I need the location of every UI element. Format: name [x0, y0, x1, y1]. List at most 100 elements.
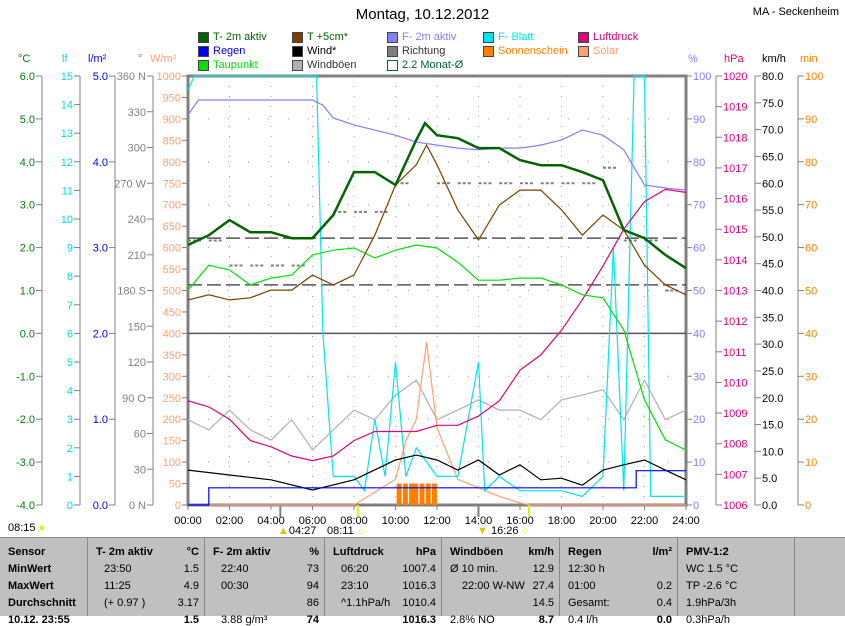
axis-unit-lf: lf — [62, 53, 68, 65]
legend-item: Regen — [198, 45, 245, 57]
x-tick-label: 04:00 — [257, 515, 285, 527]
axis-tick-label: 40.0 — [762, 286, 783, 298]
axis-tick-label: 500 — [163, 286, 181, 298]
axis-unit-d: ° — [138, 53, 142, 65]
axis-tick-label: 90 — [805, 114, 817, 126]
axis-tick-label: 80.0 — [762, 71, 783, 83]
axis-tick-label: 1015 — [723, 224, 747, 236]
series-t-5cm- — [187, 143, 687, 301]
legend-item: T- 2m aktiv — [198, 31, 267, 43]
table-header: PMV-1:2 — [686, 546, 729, 558]
axis-tick-label: 5.0 — [93, 71, 108, 83]
summary-table: Sensor MinWert MaxWert Durchschnitt 10.12. 2… — [0, 537, 845, 626]
axis-tick-label: 10 — [693, 457, 705, 469]
table-row-label: MaxWert — [8, 580, 54, 592]
axis-tick-label: 20 — [693, 414, 705, 426]
legend-label: Wind* — [307, 45, 337, 57]
x-tick-label: 00:00 — [174, 515, 202, 527]
axis-tick-label: 65.0 — [762, 151, 783, 163]
axis-tick-label: 30 — [134, 464, 146, 476]
table-cell-value: 1016.3 — [402, 614, 436, 626]
axis-tick-label: 30.0 — [762, 339, 783, 351]
axis-tick-label: 12 — [61, 157, 73, 169]
axis-tick-label: 60.0 — [762, 178, 783, 190]
sunshine-bar — [396, 483, 402, 505]
axis-tick-label: 2 — [67, 443, 73, 455]
table-cell-value: 73 — [306, 563, 319, 575]
legend-item: 2.2 Monat-Ø — [387, 59, 463, 71]
axis-tick-label: 6.0 — [20, 71, 35, 83]
table-row-label: 10.12. 23:55 — [8, 614, 70, 626]
axis-tick-label: 2.0 — [20, 243, 35, 255]
sunshine-bar — [402, 483, 408, 505]
axis-tick-label: 1011 — [723, 347, 747, 359]
x-tick-label: 16:00 — [506, 515, 534, 527]
x-tick-label: 22:00 — [631, 515, 659, 527]
axis-tick-label: 5 — [67, 357, 73, 369]
axis-tick-label: 150 — [128, 321, 146, 333]
axis-unit-w: W/m² — [150, 53, 177, 65]
axis-tick-label: 30 — [805, 371, 817, 383]
weather-chart: °C 6.0 5.0 4.0 3.0 2.0 1.0 0.0 -1.0 -2.0 -3.0 -4.0 l… — [16, 53, 823, 527]
sun-icon: ● — [38, 522, 46, 534]
axis-tick-label: 200 — [163, 414, 181, 426]
legend-label: T- 2m aktiv — [213, 31, 267, 43]
sun-time-left: 08:15 ● — [8, 522, 45, 534]
axis-tick-label: 0 — [693, 500, 699, 512]
table-cell-value: 0.0 — [656, 614, 672, 626]
axis-tick-label: 30 — [693, 371, 705, 383]
legend-label: 2.2 Monat-Ø — [402, 59, 464, 71]
table-column — [325, 538, 442, 616]
axis-tick-label: 10.0 — [762, 446, 783, 458]
legend-label: Windböen — [307, 59, 357, 71]
axis-tick-label: -1.0 — [16, 371, 35, 383]
axis-tick-label: 1008 — [723, 439, 747, 451]
legend-swatch — [578, 31, 589, 43]
axis-tick-label: 13 — [61, 128, 73, 140]
moon-up-icon: ▲ — [278, 525, 289, 537]
sunrise-icon: ☼ — [356, 525, 367, 537]
axis-tick-label: 15 — [61, 71, 73, 83]
sunshine-bar — [409, 483, 415, 505]
legend-swatch — [483, 45, 494, 57]
axis-tick-label: 0 — [805, 500, 811, 512]
axis-tick-label: 350 — [163, 350, 181, 362]
axis-tick-label: -2.0 — [16, 414, 35, 426]
axis-tick-label: 4 — [67, 386, 73, 398]
table-header: Sensor — [8, 546, 46, 558]
axis-tick-label: 70 — [805, 200, 817, 212]
axis-tick-label: 1013 — [723, 286, 747, 298]
axis-tick-label: 550 — [163, 264, 181, 276]
axis-tick-label: 5.0 — [20, 114, 35, 126]
legend-item: F- 2m aktiv — [387, 31, 456, 43]
table-cell-sub: Ø 10 min. — [450, 563, 498, 575]
table-unit: % — [309, 546, 319, 558]
table-column — [678, 538, 795, 616]
legend-label: Taupunkt — [213, 59, 258, 71]
axis-tick-label: 50 — [169, 479, 181, 491]
table-cell-value: 3.17 — [177, 597, 199, 609]
axis-tick-label: 0.0 — [93, 500, 108, 512]
table-cell-value: 1010.4 — [402, 597, 436, 609]
legend-swatch — [292, 59, 303, 71]
legend-item: Luftdruck — [578, 31, 638, 43]
axis-tick-label: 15.0 — [762, 420, 783, 432]
axis-tick-label: 600 — [163, 243, 181, 255]
table-cell-value: 94 — [306, 580, 319, 592]
table-cell-value: 0.4 — [656, 597, 672, 609]
axis-tick-label: 1007 — [723, 469, 747, 481]
legend-item: F- Blatt — [483, 31, 533, 43]
axis-tick-label: 330 — [128, 107, 146, 119]
series-regen — [188, 470, 686, 506]
legend-swatch — [292, 31, 303, 43]
legend-item: T +5cm* — [292, 31, 348, 43]
axis-tick-label: 1.0 — [20, 286, 35, 298]
x-tick-label: 10:00 — [382, 515, 410, 527]
axis-tick-label: 55.0 — [762, 205, 783, 217]
legend-swatch — [198, 59, 209, 71]
axis-tick-label: 800 — [163, 157, 181, 169]
sunset-time: 16:26 — [490, 525, 519, 537]
x-tick-label: 20:00 — [589, 515, 617, 527]
legend-swatch — [483, 31, 494, 43]
axis-tick-label: 0 — [67, 500, 73, 512]
